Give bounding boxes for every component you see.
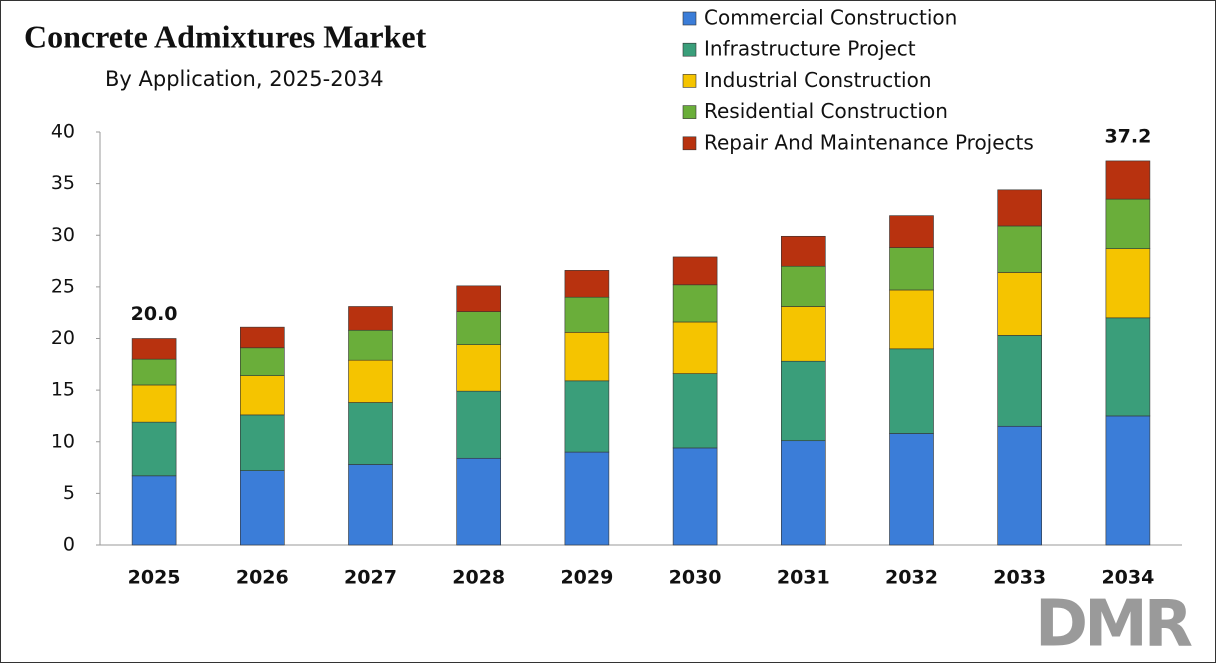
bar-segment (889, 215, 934, 248)
y-tick-label: 20 (51, 327, 75, 349)
bar-segment (131, 358, 177, 386)
bar-segment (564, 296, 610, 333)
bar-segment (240, 414, 285, 471)
bar-segment (564, 451, 610, 546)
bar-segment (997, 225, 1043, 273)
x-tick-label: 2031 (777, 567, 830, 589)
bar-segment (456, 311, 502, 345)
bar-segment (240, 470, 285, 546)
bar-segment (131, 421, 177, 477)
legend-label: Residential Construction (704, 99, 948, 123)
bar-segment (348, 359, 393, 403)
bar-segment (1105, 317, 1151, 417)
bar-segment (780, 440, 826, 546)
bar-segment (564, 270, 610, 298)
bar-segment (131, 338, 177, 360)
x-tick-label: 2026 (236, 567, 289, 589)
bar-segment (131, 384, 177, 423)
legend-label: Industrial Construction (704, 68, 932, 92)
bar-segment (456, 285, 502, 312)
legend-swatch (682, 74, 697, 88)
bar-segment (672, 284, 718, 323)
bar-segment (672, 447, 718, 546)
x-tick-label: 2027 (344, 567, 397, 589)
chart-subtitle: By Application, 2025-2034 (105, 67, 384, 91)
legend-swatch (682, 11, 697, 26)
x-tick-label: 2034 (1101, 567, 1154, 589)
y-tick-label: 35 (51, 172, 75, 194)
legend-swatch (682, 105, 697, 119)
bar-segment (997, 425, 1043, 546)
bar-segment (348, 402, 393, 465)
x-tick-label: 2028 (452, 567, 505, 589)
x-tick-label: 2032 (885, 567, 938, 589)
bar-segment (889, 289, 934, 350)
bar-segment (780, 306, 826, 362)
legend-label: Repair And Maintenance Projects (704, 130, 1034, 154)
bar-segment (240, 375, 285, 416)
bar-segment (240, 347, 285, 376)
bar-segment (672, 321, 718, 374)
bar-segment (672, 373, 718, 449)
y-tick-label: 5 (63, 482, 75, 504)
bar-segment (348, 464, 393, 546)
bar-segment (997, 189, 1043, 227)
bar-segment (672, 256, 718, 286)
y-tick-label: 15 (51, 379, 75, 401)
legend-swatch (682, 136, 697, 151)
bar-segment (456, 344, 502, 392)
x-tick-label: 2029 (560, 567, 613, 589)
bar-segment (1105, 248, 1151, 319)
bar-segment (1105, 198, 1151, 249)
bar-segment (780, 235, 826, 267)
bar-segment (780, 265, 826, 307)
y-tick-label: 25 (51, 275, 75, 297)
bar-segment (564, 380, 610, 453)
y-tick-label: 30 (51, 224, 75, 246)
bar-segment (564, 332, 610, 382)
bar-segment (456, 457, 502, 546)
x-tick-label: 2030 (669, 567, 722, 589)
bar-segment (780, 360, 826, 442)
chart-title: Concrete Admixtures Market (24, 18, 427, 54)
legend-swatch (682, 42, 697, 57)
legend-label: Commercial Construction (704, 6, 957, 30)
bar-segment (240, 326, 285, 349)
total-label: 37.2 (1104, 125, 1151, 147)
bar-segment (889, 348, 934, 434)
bar-segment (1105, 415, 1151, 546)
bar-segment (997, 272, 1043, 336)
bar-segment (131, 475, 177, 546)
y-tick-label: 40 (51, 121, 75, 143)
y-tick-label: 10 (51, 430, 75, 452)
bar-segment (997, 335, 1043, 427)
bar-segment (889, 433, 934, 546)
bar-segment (1105, 160, 1151, 200)
total-label: 20.0 (131, 303, 178, 325)
bar-segment (348, 329, 393, 361)
watermark: DMR (1035, 588, 1192, 662)
x-tick-label: 2033 (993, 567, 1046, 589)
x-tick-label: 2025 (128, 567, 181, 589)
bar-segment (348, 306, 393, 331)
bar-segment (456, 390, 502, 459)
bar-segment (889, 247, 934, 291)
legend-label: Infrastructure Project (704, 37, 916, 61)
y-tick-label: 0 (63, 534, 75, 556)
